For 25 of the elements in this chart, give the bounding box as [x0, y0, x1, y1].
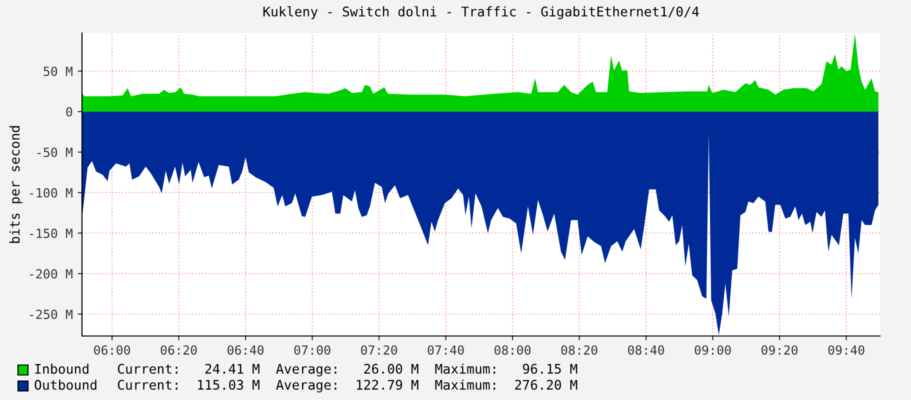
x-tick-label: 06:40 — [228, 345, 264, 355]
x-tick-label: 09:00 — [694, 345, 731, 355]
chart-title: Kukleny - Switch dolni - Traffic - GigabitEthernet1/0/4 — [263, 6, 699, 20]
y-tick-label: -100 M — [30, 188, 72, 198]
y-axis-title: bits per second — [9, 126, 22, 243]
x-tick-label: 07:20 — [361, 345, 398, 355]
y-tick-label: -150 M — [30, 228, 72, 238]
x-tick-label: 07:00 — [294, 345, 330, 355]
x-tick-label: 06:20 — [160, 345, 197, 355]
y-tick-label: -250 M — [30, 310, 72, 320]
y-tick-label: -50 M — [38, 148, 72, 158]
y-tick-label: 0 — [66, 107, 72, 117]
x-tick-label: 09:40 — [828, 345, 864, 355]
x-tick-label: 06:00 — [94, 345, 130, 355]
text: Current: 24.41 M Average: 26.00 M Maximum: 96.15 M — [118, 364, 578, 376]
legend-label: Outbound — [34, 380, 96, 390]
y-tick-label: 50 M — [44, 66, 72, 76]
x-tick-label: 09:20 — [762, 345, 798, 355]
text: Current: 115.03 M Average: 122.79 M Maximum: 276.20 M — [118, 380, 578, 392]
x-tick-label: 08:20 — [561, 345, 598, 355]
x-tick-label: 08:40 — [628, 345, 664, 355]
x-tick-label: 08:00 — [494, 345, 531, 355]
legend-label: Inbound — [35, 364, 88, 374]
x-tick-label: 07:40 — [428, 345, 464, 355]
y-tick-label: -200 M — [30, 269, 72, 279]
